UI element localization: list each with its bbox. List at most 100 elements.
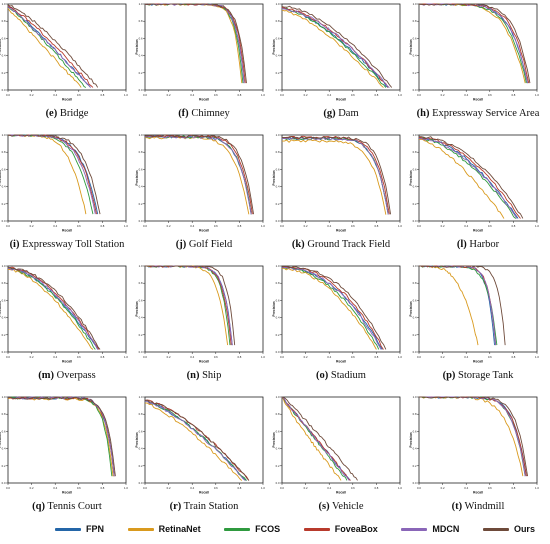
- y-tick-label: 1.0: [139, 264, 143, 268]
- y-tick-label: 0.2: [276, 71, 280, 75]
- x-axis-label: Recall: [473, 491, 483, 495]
- caption-title: Expressway Service Area: [429, 108, 539, 119]
- x-tick-label: 0.6: [77, 486, 81, 490]
- y-tick-label: 0.2: [139, 71, 143, 75]
- x-tick-label: 0.8: [237, 355, 241, 359]
- series-line-mdcn: [7, 396, 115, 477]
- caption-title: Harbor: [467, 239, 500, 250]
- x-tick-label: 1.0: [124, 486, 128, 490]
- series-line-ours: [7, 134, 101, 215]
- x-tick-label: 0.2: [30, 93, 34, 97]
- x-tick-label: 0.0: [143, 355, 147, 359]
- caption-harbor: (l) Harbor: [457, 239, 500, 250]
- y-tick-label: 1.0: [413, 2, 417, 6]
- series-line-ours: [144, 399, 250, 481]
- y-tick-label: 1.0: [139, 395, 143, 399]
- x-tick-label: 0.0: [143, 224, 147, 228]
- caption-letter: (m): [38, 370, 54, 381]
- plot-frame: [418, 396, 538, 484]
- series-line-mdcn: [418, 3, 528, 84]
- y-tick-label: 0.6: [139, 167, 143, 171]
- caption-letter: (k): [292, 239, 305, 250]
- y-tick-label: 0.2: [276, 464, 280, 468]
- caption-storage-tank: (p) Storage Tank: [443, 370, 515, 381]
- y-tick-label: 0.8: [139, 412, 143, 416]
- x-tick-label: 0.2: [304, 355, 308, 359]
- series-line-ours: [419, 265, 506, 346]
- x-tick-label: 0.4: [190, 224, 194, 228]
- y-tick-label: 0.0: [2, 481, 6, 485]
- series-line-mdcn: [418, 137, 518, 219]
- caption-letter: (q): [32, 501, 45, 512]
- y-tick-label: 0.4: [413, 316, 417, 320]
- y-tick-label: 0.0: [413, 219, 417, 223]
- y-tick-label: 1.0: [139, 2, 143, 6]
- series-line-retinanet: [281, 267, 377, 350]
- y-tick-label: 0.8: [413, 19, 417, 23]
- x-tick-label: 0.0: [143, 486, 147, 490]
- legend-swatch-fpn: [55, 527, 81, 531]
- y-tick-label: 1.0: [413, 264, 417, 268]
- y-tick-label: 0.2: [139, 333, 143, 337]
- series-line-fcos: [281, 7, 387, 88]
- x-tick-label: 0.6: [77, 355, 81, 359]
- chart-ground-track-field: 0.00.0 0.2 0.2 0.4 0.4 0.6 0.6 0.8 0.8 1.0 1.0 Reca…: [272, 133, 402, 250]
- x-tick-label: 0.8: [511, 93, 515, 97]
- x-tick-label: 0.2: [441, 486, 445, 490]
- chart-chimney: 0.00.0 0.2 0.2 0.4 0.4 0.6 0.6 0.8 0.8 1.0 1.0 Reca…: [135, 2, 265, 119]
- series-line-ours: [7, 4, 99, 88]
- caption-bridge: (e) Bridge: [46, 108, 89, 119]
- x-tick-label: 0.6: [351, 486, 355, 490]
- series-line-ours: [281, 136, 392, 215]
- series-line-ours: [418, 3, 531, 84]
- x-tick-label: 0.8: [100, 355, 104, 359]
- y-tick-label: 0.6: [413, 298, 417, 302]
- series-line-mdcn: [7, 268, 99, 350]
- y-tick-label: 0.6: [276, 429, 280, 433]
- y-tick-label: 0.8: [276, 150, 280, 154]
- series-line-ours: [145, 265, 236, 346]
- x-tick-label: 1.0: [535, 93, 539, 97]
- y-tick-label: 0.6: [2, 36, 6, 40]
- plot-frame: [281, 265, 401, 353]
- y-tick-label: 0.6: [413, 167, 417, 171]
- legend-item-retinanet: RetinaNet: [127, 524, 201, 534]
- y-tick-label: 1.0: [2, 133, 6, 137]
- caption-vehicle: (s) Vehicle: [318, 501, 363, 512]
- y-tick-label: 0.2: [139, 202, 143, 206]
- x-axis-label: Recall: [473, 98, 483, 102]
- y-tick-label: 0.8: [413, 150, 417, 154]
- caption-letter: (j): [176, 239, 187, 250]
- x-axis-label: Recall: [62, 98, 72, 102]
- y-tick-label: 0.6: [139, 429, 143, 433]
- x-tick-label: 0.8: [237, 224, 241, 228]
- series-line-fcos: [281, 266, 380, 350]
- series-line-mdcn: [281, 396, 350, 481]
- x-tick-label: 1.0: [261, 355, 265, 359]
- y-tick-label: 0.0: [2, 219, 6, 223]
- series-line-ours: [7, 267, 101, 350]
- y-tick-label: 0.2: [413, 71, 417, 75]
- series-line-mdcn: [7, 134, 96, 215]
- series-line-ours: [418, 136, 524, 219]
- y-tick-label: 0.4: [276, 447, 280, 451]
- x-tick-label: 0.0: [143, 93, 147, 97]
- legend: FPN RetinaNet FCOS FoveaBox MDCN Ours: [55, 521, 535, 537]
- plot-frame: [144, 3, 264, 91]
- legend-item-mdcn: MDCN: [401, 524, 459, 534]
- caption-letter: (t): [452, 501, 463, 512]
- y-axis-label: Precision: [0, 170, 2, 185]
- x-tick-label: 1.0: [535, 486, 539, 490]
- y-tick-label: 0.4: [413, 54, 417, 58]
- y-tick-label: 0.6: [139, 36, 143, 40]
- series-line-retinanet: [281, 396, 342, 481]
- y-axis-label: Precision: [272, 432, 276, 447]
- chart-expressway-toll-station: 0.00.0 0.2 0.2 0.4 0.4 0.6 0.6 0.8 0.8 1.0 1.0 Reca…: [0, 133, 128, 250]
- y-tick-label: 0.0: [413, 350, 417, 354]
- y-tick-label: 0.0: [139, 481, 143, 485]
- chart-vehicle: 0.00.0 0.2 0.2 0.4 0.4 0.6 0.6 0.8 0.8 1.0 1.0 Reca…: [272, 395, 402, 512]
- y-axis-label: Precision: [0, 39, 2, 54]
- series-line-retinanet: [281, 9, 384, 88]
- caption-letter: (p): [443, 370, 456, 381]
- y-tick-label: 0.8: [2, 19, 6, 23]
